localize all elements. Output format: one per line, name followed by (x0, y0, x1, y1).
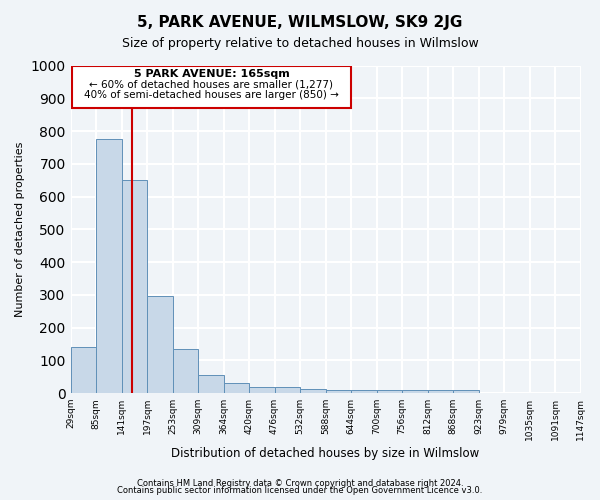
Text: Contains public sector information licensed under the Open Government Licence v3: Contains public sector information licen… (118, 486, 482, 495)
Text: ← 60% of detached houses are smaller (1,277): ← 60% of detached houses are smaller (1,… (89, 80, 334, 90)
Bar (96, 139, 122, 393)
Text: Size of property relative to detached houses in Wilmslow: Size of property relative to detached ho… (122, 38, 478, 51)
Bar (402, 390, 428, 393)
Bar (249, 387, 275, 393)
X-axis label: Distribution of detached houses by size in Wilmslow: Distribution of detached houses by size … (172, 447, 479, 460)
Bar (326, 390, 351, 393)
Bar (377, 390, 402, 393)
Bar (351, 390, 377, 393)
Bar (198, 375, 224, 393)
Text: 5 PARK AVENUE: 165sqm: 5 PARK AVENUE: 165sqm (134, 68, 289, 78)
Bar (147, 296, 173, 393)
Y-axis label: Number of detached properties: Number of detached properties (15, 142, 25, 317)
Bar (275, 387, 300, 393)
Text: 40% of semi-detached houses are larger (850) →: 40% of semi-detached houses are larger (… (84, 90, 339, 100)
Bar (428, 390, 453, 393)
Text: Contains HM Land Registry data © Crown copyright and database right 2024.: Contains HM Land Registry data © Crown c… (137, 478, 463, 488)
Bar (300, 389, 326, 393)
Bar (453, 390, 479, 393)
Bar (71, 347, 96, 393)
Bar (173, 349, 198, 393)
Text: 5, PARK AVENUE, WILMSLOW, SK9 2JG: 5, PARK AVENUE, WILMSLOW, SK9 2JG (137, 15, 463, 30)
FancyBboxPatch shape (72, 66, 351, 108)
Bar (224, 383, 249, 393)
Bar (122, 180, 147, 393)
